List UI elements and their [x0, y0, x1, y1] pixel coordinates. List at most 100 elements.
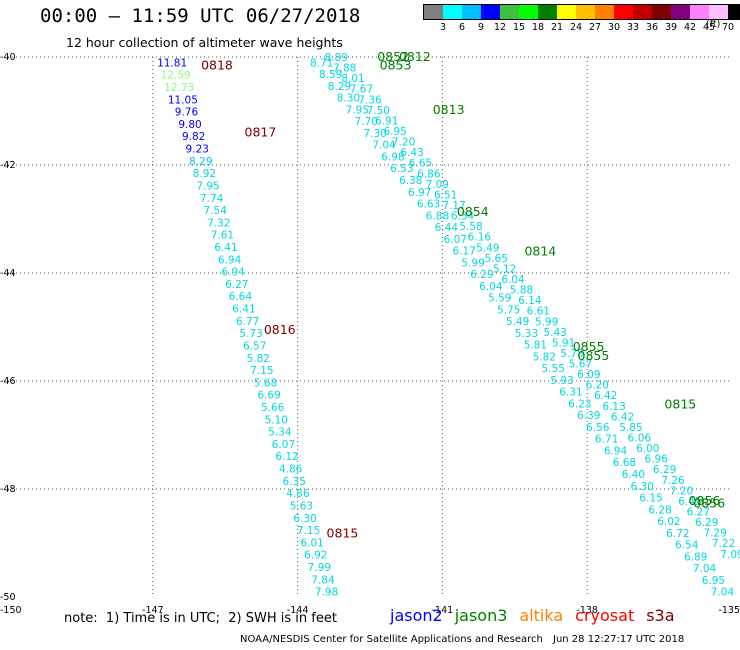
wave-height-value: 7.67 — [350, 84, 373, 96]
satellite-legend: jason2 jason3 altika cryosat s3a — [390, 606, 687, 625]
y-tick-label: -40 — [0, 52, 16, 63]
pass-label: 0853 — [380, 58, 412, 73]
wave-height-value: 5.10 — [265, 414, 288, 426]
wave-height-value: 7.54 — [204, 205, 228, 217]
wave-height-value: 8.29 — [189, 156, 212, 168]
wave-height-value: 9.82 — [182, 131, 205, 143]
wave-height-value: 6.54 — [675, 540, 699, 552]
wave-height-value: 7.20 — [670, 485, 693, 497]
wave-height-value: 6.42 — [611, 411, 634, 423]
wave-height-value: 6.13 — [602, 401, 625, 413]
wave-height-value: 9.80 — [178, 119, 201, 131]
wave-height-value: 7.32 — [207, 217, 230, 229]
wave-height-value: 5.82 — [533, 351, 556, 363]
pass-label: 0817 — [245, 125, 277, 140]
pass-label: 0818 — [201, 58, 233, 73]
scale-label: 30 — [607, 22, 621, 33]
scale-label: 70 — [721, 22, 735, 33]
wave-height-value: 6.09 — [577, 369, 600, 381]
wave-height-value: 6.98 — [381, 151, 404, 163]
wave-height-value: 7.95 — [346, 104, 369, 116]
wave-height-value: 5.58 — [459, 221, 482, 233]
scale-swatch — [728, 5, 740, 19]
wave-height-value: 5.55 — [542, 363, 565, 375]
wave-height-value: 6.51 — [434, 189, 457, 201]
wave-height-value: 9.23 — [186, 144, 209, 156]
scale-label: 27 — [588, 22, 602, 33]
wave-height-value: 5.82 — [247, 353, 270, 365]
wave-height-value: 5.12 — [493, 263, 516, 275]
pass-label: 0855 — [578, 348, 610, 363]
wave-height-value: 5.66 — [261, 402, 285, 414]
wave-height-value: 6.43 — [400, 147, 423, 159]
wave-height-value: 6.69 — [257, 390, 280, 402]
wave-height-value: 7.20 — [392, 137, 415, 149]
pass-label: 0854 — [457, 204, 489, 219]
scale-swatch — [443, 5, 462, 19]
wave-height-value: 6.14 — [518, 295, 542, 307]
wave-height-value: 6.94 — [218, 254, 242, 266]
wave-height-value: 6.65 — [409, 158, 432, 170]
wave-height-value: 6.72 — [666, 528, 689, 540]
wave-height-value: 8.29 — [328, 81, 351, 93]
wave-height-value: 7.61 — [211, 230, 234, 242]
wave-height-value: 8.59 — [319, 69, 342, 81]
wave-height-value: 6.04 — [479, 281, 503, 293]
wave-height-value: 5.78 — [560, 348, 583, 360]
wave-height-value: 6.94 — [604, 445, 628, 457]
pass-label: 0855 — [573, 339, 605, 354]
x-tick-label: -147 — [142, 605, 164, 616]
scale-swatch — [595, 5, 614, 19]
scale-swatch — [709, 5, 728, 19]
legend-item-s3a: s3a — [646, 606, 675, 625]
map-subtitle: 12 hour collection of altimeter wave hei… — [66, 35, 343, 50]
wave-height-value: 6.41 — [232, 304, 255, 316]
wave-height-value: 6.15 — [639, 493, 662, 505]
wave-height-value: 6.41 — [214, 242, 237, 254]
pass-label: 0813 — [433, 102, 465, 117]
y-tick-label: -42 — [0, 160, 16, 171]
wave-height-value: 6.45 — [678, 496, 701, 508]
y-tick-label: -44 — [0, 268, 16, 279]
wave-height-value: 6.95 — [383, 126, 406, 138]
wave-height-value: 6.40 — [622, 469, 645, 481]
pass-label: 0852 — [377, 49, 409, 64]
wave-height-value: 5.81 — [524, 340, 547, 352]
wave-height-value: 11.81 — [157, 57, 187, 69]
x-tick-label: -144 — [287, 605, 309, 616]
color-scale-labels: 3 6 9 12 15 18 21 24 27 30 33 36 39 42 45 70 — [423, 22, 740, 34]
wave-height-value: 6.20 — [586, 380, 609, 392]
wave-height-value: 6.89 — [684, 551, 707, 563]
wave-height-value: 7.04 — [693, 563, 717, 575]
wave-height-value: 7.95 — [196, 180, 219, 192]
wave-height-value: 7.17 — [442, 200, 465, 212]
wave-height-value: 6.28 — [648, 504, 671, 516]
wave-height-value: 6.57 — [243, 340, 266, 352]
scale-swatch — [462, 5, 481, 19]
scale-swatch — [519, 5, 538, 19]
wave-height-value: 6.86 — [417, 168, 441, 180]
wave-height-value: 7.26 — [661, 475, 685, 487]
wave-height-value: 7.09 — [720, 549, 740, 561]
scale-swatch — [481, 5, 500, 19]
wave-height-value: 6.23 — [568, 398, 591, 410]
pass-label: 0815 — [664, 397, 696, 412]
scale-label: 36 — [645, 22, 659, 33]
wave-height-value: 8.71 — [310, 57, 333, 69]
wave-height-value: 6.61 — [527, 306, 550, 318]
scale-swatch — [538, 5, 557, 19]
x-tick-label: -141 — [432, 605, 454, 616]
color-scale-unit: (ft) — [706, 19, 721, 30]
wave-height-value: 6.17 — [452, 246, 475, 258]
wave-height-value: 6.34 — [451, 211, 475, 223]
wave-height-value: 5.99 — [461, 257, 484, 269]
wave-height-value: 5.33 — [515, 328, 538, 340]
pass-label: 0812 — [399, 49, 431, 64]
wave-height-value: 6.01 — [300, 537, 323, 549]
wave-height-value: 6.91 — [375, 115, 398, 127]
footer-credit: NOAA/NESDIS Center for Satellite Applica… — [240, 634, 543, 645]
wave-height-value: 12.59 — [161, 70, 191, 82]
scale-swatch — [690, 5, 709, 19]
wave-height-value: 8.89 — [325, 52, 348, 64]
wave-height-value: 6.56 — [586, 422, 610, 434]
